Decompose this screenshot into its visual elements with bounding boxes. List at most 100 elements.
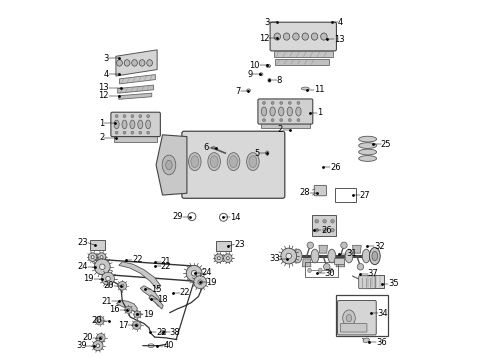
FancyBboxPatch shape <box>258 99 313 124</box>
Ellipse shape <box>247 89 250 92</box>
Ellipse shape <box>363 338 369 343</box>
Polygon shape <box>119 93 152 99</box>
Text: 22: 22 <box>132 255 143 264</box>
Circle shape <box>323 228 326 232</box>
Text: 25: 25 <box>381 140 391 149</box>
FancyBboxPatch shape <box>270 22 337 51</box>
Ellipse shape <box>311 249 319 263</box>
Circle shape <box>123 131 126 134</box>
Circle shape <box>115 115 118 118</box>
FancyBboxPatch shape <box>314 185 326 196</box>
Ellipse shape <box>124 60 130 66</box>
Circle shape <box>323 220 326 223</box>
Ellipse shape <box>266 64 270 68</box>
Circle shape <box>98 319 101 322</box>
Polygon shape <box>149 295 163 309</box>
Text: 3: 3 <box>264 18 270 27</box>
Circle shape <box>100 256 103 258</box>
Text: 38: 38 <box>170 328 180 337</box>
Ellipse shape <box>270 107 275 116</box>
Ellipse shape <box>230 156 238 167</box>
Polygon shape <box>156 135 187 195</box>
Circle shape <box>280 102 283 104</box>
Ellipse shape <box>147 60 152 66</box>
Circle shape <box>331 220 334 223</box>
Ellipse shape <box>249 156 257 167</box>
Text: 19: 19 <box>206 278 217 287</box>
Circle shape <box>96 316 104 325</box>
Ellipse shape <box>212 147 215 149</box>
Ellipse shape <box>287 107 293 116</box>
Bar <box>261 123 310 129</box>
Text: 32: 32 <box>374 242 385 251</box>
Text: 27: 27 <box>360 190 370 199</box>
Ellipse shape <box>122 120 127 129</box>
FancyBboxPatch shape <box>359 276 375 289</box>
Polygon shape <box>117 300 137 312</box>
Text: 14: 14 <box>230 213 241 222</box>
Text: 30: 30 <box>324 269 335 278</box>
Text: 4: 4 <box>338 18 343 27</box>
Text: 2: 2 <box>277 125 283 134</box>
Bar <box>216 241 231 251</box>
Ellipse shape <box>311 33 318 40</box>
Ellipse shape <box>308 268 311 273</box>
Text: 17: 17 <box>118 321 128 330</box>
FancyBboxPatch shape <box>341 323 367 332</box>
Text: 19: 19 <box>83 274 94 283</box>
Circle shape <box>280 119 283 122</box>
Ellipse shape <box>261 107 267 116</box>
Circle shape <box>132 321 141 329</box>
Ellipse shape <box>283 33 290 40</box>
Text: 15: 15 <box>151 285 162 294</box>
Circle shape <box>139 115 142 118</box>
Circle shape <box>263 102 266 104</box>
Polygon shape <box>119 262 161 289</box>
Text: 4: 4 <box>103 70 109 79</box>
Ellipse shape <box>294 249 302 263</box>
Text: 21: 21 <box>161 257 171 266</box>
Circle shape <box>271 119 274 122</box>
Ellipse shape <box>318 268 322 273</box>
Circle shape <box>115 131 118 134</box>
Bar <box>275 59 329 64</box>
Circle shape <box>186 265 202 281</box>
Text: 33: 33 <box>270 255 280 264</box>
Ellipse shape <box>117 60 122 66</box>
Text: 40: 40 <box>163 341 174 350</box>
Ellipse shape <box>343 310 355 326</box>
Ellipse shape <box>268 78 271 82</box>
Ellipse shape <box>320 33 327 40</box>
Bar <box>114 136 157 141</box>
Ellipse shape <box>341 242 347 248</box>
Bar <box>367 275 384 288</box>
Circle shape <box>127 309 130 311</box>
Circle shape <box>99 264 105 270</box>
Circle shape <box>96 344 100 347</box>
Circle shape <box>97 333 105 342</box>
Ellipse shape <box>307 242 314 248</box>
Text: 21: 21 <box>102 297 112 306</box>
Polygon shape <box>140 286 161 306</box>
Text: 39: 39 <box>76 341 87 350</box>
Text: 5: 5 <box>254 149 259 158</box>
Circle shape <box>297 102 300 104</box>
Text: 9: 9 <box>247 70 253 79</box>
FancyBboxPatch shape <box>338 301 376 335</box>
Text: 23: 23 <box>77 238 88 247</box>
FancyBboxPatch shape <box>111 112 160 136</box>
Circle shape <box>97 253 106 261</box>
Text: 1: 1 <box>99 119 104 128</box>
Bar <box>90 240 105 250</box>
Text: 22: 22 <box>180 288 190 297</box>
Circle shape <box>331 228 334 232</box>
Text: 23: 23 <box>234 240 245 249</box>
Text: 3: 3 <box>103 54 109 63</box>
Ellipse shape <box>266 151 269 155</box>
Polygon shape <box>319 245 327 253</box>
Circle shape <box>121 284 124 287</box>
Text: 7: 7 <box>235 86 241 95</box>
Ellipse shape <box>359 156 377 161</box>
Text: 24: 24 <box>201 268 212 277</box>
Ellipse shape <box>346 315 352 321</box>
